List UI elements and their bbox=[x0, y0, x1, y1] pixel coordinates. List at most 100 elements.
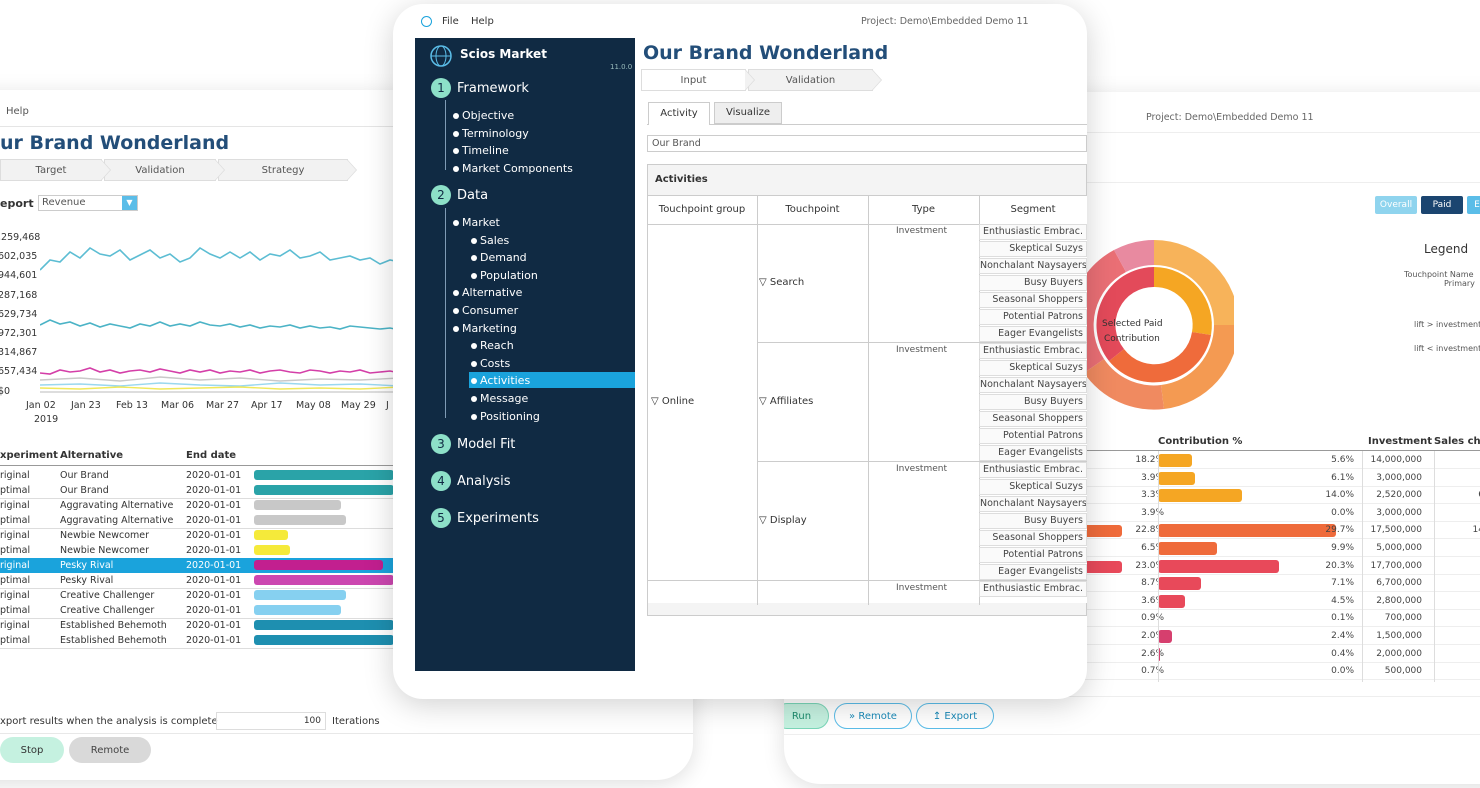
segment-cell[interactable]: Busy Buyers bbox=[979, 513, 1087, 529]
nav-item-population[interactable]: Population bbox=[471, 269, 538, 282]
table-row[interactable]: 3.6% 4.5% 2,800,000 bbox=[784, 593, 1480, 610]
segment-cell[interactable]: Nonchalant Naysayers bbox=[979, 377, 1087, 393]
nav-item-positioning[interactable]: Positioning bbox=[471, 410, 540, 423]
table-row[interactable]: 23.0% 20.3% 17,700,000 bbox=[784, 558, 1480, 575]
table-row[interactable]: 0.9% 0.1% 700,000 bbox=[784, 610, 1480, 628]
touchpoint-group-online[interactable]: ▽ Online bbox=[651, 396, 695, 407]
menu-help[interactable]: Help bbox=[6, 106, 29, 117]
segment-cell[interactable]: Skeptical Suzys bbox=[979, 241, 1087, 257]
tab-visualize[interactable]: Visualize bbox=[714, 102, 782, 124]
iterations-input[interactable]: 100 bbox=[216, 712, 326, 730]
segment-cell[interactable]: Nonchalant Naysayers bbox=[979, 496, 1087, 512]
x-tick-label: Mar 27 bbox=[206, 400, 240, 411]
nav-section-experiments[interactable]: 5 Experiments bbox=[431, 508, 539, 528]
touchpoint-label[interactable]: ▽ Search bbox=[759, 277, 805, 288]
nav-item-demand[interactable]: Demand bbox=[471, 251, 527, 264]
table-row[interactable]: 3.9% 6.1% 3,000,000 bbox=[784, 470, 1480, 487]
segment-cell[interactable]: Busy Buyers bbox=[979, 275, 1087, 291]
run-button[interactable]: Run bbox=[784, 703, 829, 729]
toggle-e[interactable]: E bbox=[1467, 196, 1480, 214]
table-row[interactable]: 8.7% 7.1% 6,700,000 bbox=[784, 575, 1480, 593]
table-row[interactable]: ptimal Established Behemoth 2020-01-01 bbox=[0, 633, 400, 648]
nav-item-timeline[interactable]: Timeline bbox=[453, 144, 509, 157]
table-row[interactable]: ptimal Newbie Newcomer 2020-01-01 bbox=[0, 543, 400, 558]
report-select[interactable]: Revenue ▼ bbox=[38, 195, 138, 211]
nav-item-objective[interactable]: Objective bbox=[453, 109, 514, 122]
segment-cell[interactable]: Enthusiastic Embrac. bbox=[979, 581, 1087, 597]
table-row[interactable]: ptimal Our Brand 2020-01-01 bbox=[0, 483, 400, 498]
menu-help[interactable]: Help bbox=[471, 16, 494, 27]
table-row[interactable]: ptimal Creative Challenger 2020-01-01 bbox=[0, 603, 400, 618]
experiment-cell: ptimal bbox=[0, 605, 31, 616]
table-row[interactable]: 6.5% 9.9% 5,000,000 bbox=[784, 540, 1480, 557]
step-strategy[interactable]: Strategy bbox=[218, 159, 357, 181]
step-validation[interactable]: Validation bbox=[104, 159, 225, 181]
nav-item-sales[interactable]: Sales bbox=[471, 234, 509, 247]
segment-cell[interactable]: Enthusiastic Embrac. bbox=[979, 224, 1087, 240]
export-button[interactable]: ↥ Export bbox=[916, 703, 994, 729]
toggle-paid[interactable]: Paid bbox=[1421, 196, 1463, 214]
nav-item-terminology[interactable]: Terminology bbox=[453, 127, 529, 140]
stop-button[interactable]: Stop bbox=[0, 737, 64, 763]
table-row[interactable]: riginal Established Behemoth 2020-01-01 bbox=[0, 618, 400, 633]
table-row[interactable]: 3.3% 14.0% 2,520,000 6 bbox=[784, 487, 1480, 505]
table-row[interactable]: riginal Newbie Newcomer 2020-01-01 bbox=[0, 528, 400, 543]
segment-cell[interactable]: Potential Patrons bbox=[979, 547, 1087, 563]
segment-cell[interactable]: Potential Patrons bbox=[979, 428, 1087, 444]
table-row[interactable]: 18.2% 5.6% 14,000,000 bbox=[784, 452, 1480, 469]
globe-icon[interactable] bbox=[421, 16, 432, 27]
touchpoint-label[interactable]: ▽ Affiliates bbox=[759, 396, 814, 407]
legend-touchpoint-name: Touchpoint Name bbox=[1404, 270, 1474, 279]
table-row[interactable]: riginal Aggravating Alternative 2020-01-01 bbox=[0, 498, 400, 513]
table-row[interactable]: 3.9% 0.0% 3,000,000 bbox=[784, 505, 1480, 522]
table-row[interactable]: riginal Pesky Rival 2020-01-01 bbox=[0, 558, 400, 573]
brand-field[interactable]: Our Brand bbox=[647, 135, 1087, 152]
segment-cell[interactable]: Nonchalant Naysayers bbox=[979, 258, 1087, 274]
segment-cell[interactable]: Seasonal Shoppers bbox=[979, 292, 1087, 308]
segment-cell[interactable]: Skeptical Suzys bbox=[979, 479, 1087, 495]
segment-cell[interactable]: Skeptical Suzys bbox=[979, 360, 1087, 376]
segment-cell[interactable]: Eager Evangelists bbox=[979, 445, 1087, 461]
table-row[interactable]: riginal Our Brand 2020-01-01 bbox=[0, 468, 400, 483]
nav-item-marketing[interactable]: Marketing bbox=[453, 322, 517, 335]
contribution-cell: 0.0% bbox=[1331, 507, 1354, 518]
table-row[interactable]: ptimal Aggravating Alternative 2020-01-01 bbox=[0, 513, 400, 528]
alternative-cell: Creative Challenger bbox=[60, 590, 155, 601]
nav-item-market-components[interactable]: Market Components bbox=[453, 162, 573, 175]
step-validation[interactable]: Validation bbox=[748, 69, 882, 91]
table-row[interactable]: 22.8% 29.7% 17,500,000 14 bbox=[784, 522, 1480, 540]
experiment-cell: riginal bbox=[0, 620, 30, 631]
step-target[interactable]: Target bbox=[0, 159, 111, 181]
segment-cell[interactable]: Enthusiastic Embrac. bbox=[979, 462, 1087, 478]
segment-cell[interactable]: Eager Evangelists bbox=[979, 326, 1087, 342]
table-row[interactable]: riginal Creative Challenger 2020-01-01 bbox=[0, 588, 400, 603]
nav-section-analysis[interactable]: 4 Analysis bbox=[431, 471, 511, 491]
touchpoint-label[interactable]: ▽ Display bbox=[759, 515, 807, 526]
remote-button[interactable]: » Remote bbox=[834, 703, 912, 729]
table-row[interactable]: 2.0% 2.4% 1,500,000 bbox=[784, 628, 1480, 645]
nav-item-message[interactable]: Message bbox=[471, 392, 528, 405]
nav-section-framework[interactable]: 1 Framework bbox=[431, 78, 529, 98]
nav-section-data[interactable]: 2 Data bbox=[431, 185, 488, 205]
segment-cell[interactable]: Enthusiastic Embrac. bbox=[979, 343, 1087, 359]
nav-item-market[interactable]: Market bbox=[453, 216, 500, 229]
nav-item-consumer[interactable]: Consumer bbox=[453, 304, 518, 317]
nav-item-reach[interactable]: Reach bbox=[471, 339, 514, 352]
segment-cell[interactable]: Eager Evangelists bbox=[979, 564, 1087, 580]
nav-item-costs[interactable]: Costs bbox=[471, 357, 510, 370]
toggle-overall[interactable]: Overall bbox=[1375, 196, 1417, 214]
remote-button[interactable]: Remote bbox=[69, 737, 151, 763]
step-input[interactable]: Input bbox=[641, 69, 755, 91]
segment-cell[interactable]: Potential Patrons bbox=[979, 309, 1087, 325]
segment-cell[interactable]: Seasonal Shoppers bbox=[979, 530, 1087, 546]
segment-cell[interactable]: Seasonal Shoppers bbox=[979, 411, 1087, 427]
tab-activity[interactable]: Activity bbox=[648, 102, 710, 125]
table-row[interactable]: 0.7% 0.0% 500,000 bbox=[784, 663, 1480, 681]
nav-item-alternative[interactable]: Alternative bbox=[453, 286, 522, 299]
segment-cell[interactable]: Busy Buyers bbox=[979, 394, 1087, 410]
nav-section-model-fit[interactable]: 3 Model Fit bbox=[431, 434, 515, 454]
contribution-bar bbox=[1158, 454, 1192, 467]
menu-file[interactable]: File bbox=[442, 16, 459, 27]
table-row[interactable]: ptimal Pesky Rival 2020-01-01 bbox=[0, 573, 400, 588]
nav-item-activities[interactable]: Activities bbox=[471, 374, 530, 387]
